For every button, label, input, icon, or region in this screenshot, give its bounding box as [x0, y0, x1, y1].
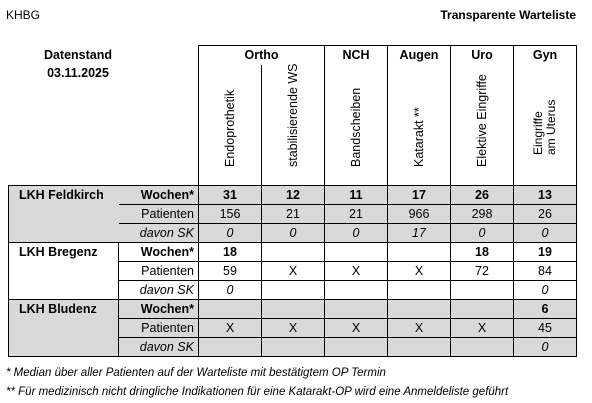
group-ortho: Ortho: [198, 45, 325, 65]
col-bandscheiben: Bandscheiben: [324, 64, 388, 185]
cell: [324, 242, 388, 262]
cell: 156: [198, 204, 262, 224]
page-title: Transparente Warteliste: [440, 8, 576, 22]
cell: X: [198, 318, 262, 338]
cell: [198, 337, 262, 357]
metric-patienten: Patienten: [118, 204, 199, 224]
header-blank: [9, 46, 199, 186]
cell: X: [450, 318, 514, 338]
cell: 13: [513, 184, 577, 205]
cell: [387, 280, 451, 300]
metric-wochen: Wochen*: [118, 299, 199, 319]
footnote-katarakt: ** Für medizinisch nicht dringliche Indi…: [6, 386, 509, 398]
group-gyn: Gyn: [513, 45, 577, 65]
cell: 31: [198, 184, 262, 205]
data-date-label: Datenstand: [43, 48, 113, 62]
cell: X: [261, 261, 325, 281]
group-augen: Augen: [387, 45, 451, 65]
cell: 0: [324, 223, 388, 243]
data-date-block: Datenstand 03.11.2025: [20, 46, 136, 82]
cell: [261, 299, 325, 319]
metric-davon-sk: davon SK: [118, 280, 199, 300]
footnote-median: * Median über aller Patienten auf der Wa…: [6, 367, 386, 379]
hospital-bregenz: LKH Bregenz: [8, 242, 119, 300]
cell: [387, 299, 451, 319]
metric-wochen: Wochen*: [118, 184, 199, 205]
cell: 0: [450, 223, 514, 243]
cell: 0: [513, 280, 577, 300]
metric-wochen: Wochen*: [118, 242, 199, 262]
cell: [387, 242, 451, 262]
organization-label: KHBG: [6, 8, 41, 22]
col-endoprothetik: Endoprothetik: [198, 64, 262, 185]
hospital-bludenz: LKH Bludenz: [8, 299, 119, 357]
group-nch: NCH: [324, 45, 388, 65]
metric-patienten: Patienten: [118, 261, 199, 281]
group-uro: Uro: [450, 45, 514, 65]
cell: [450, 280, 514, 300]
cell: [261, 242, 325, 262]
cell: X: [324, 261, 388, 281]
cell: 26: [450, 184, 514, 205]
cell: [198, 299, 262, 319]
cell: [450, 337, 514, 357]
hospital-feldkirch: LKH Feldkirch: [8, 184, 119, 243]
data-date-value: 03.11.2025: [47, 66, 109, 80]
col-stabilisierende-ws: stabilisierende WS: [261, 63, 325, 185]
metric-patienten: Patienten: [118, 318, 199, 338]
col-katarakt: Katarakt **: [387, 64, 451, 185]
cell: X: [387, 261, 451, 281]
cell: 21: [324, 204, 388, 224]
cell: [261, 337, 325, 357]
cell: 298: [450, 204, 514, 224]
cell: 21: [261, 204, 325, 224]
cell: 72: [450, 261, 514, 281]
cell: [324, 299, 388, 319]
cell: 0: [198, 223, 262, 243]
cell: X: [387, 318, 451, 338]
cell: 17: [387, 184, 451, 205]
cell: X: [324, 318, 388, 338]
cell: 0: [513, 337, 577, 357]
cell: 0: [513, 223, 577, 243]
metric-davon-sk: davon SK: [118, 223, 199, 243]
cell: 26: [513, 204, 577, 224]
cell: 17: [387, 223, 451, 243]
cell: 45: [513, 318, 577, 338]
cell: [324, 280, 388, 300]
cell: X: [261, 318, 325, 338]
cell: 18: [450, 242, 514, 262]
cell: [324, 337, 388, 357]
cell: 6: [513, 299, 577, 319]
cell: 0: [198, 280, 262, 300]
cell: [261, 280, 325, 300]
cell: 966: [387, 204, 451, 224]
col-elektive-eingriffe: Elektive Eingriffe: [450, 64, 514, 185]
col-eingriffe-uterus: Eingriffe am Uterus: [513, 64, 577, 185]
waiting-list-table: Ortho NCH Augen Uro Gyn Endoprothetik st…: [8, 45, 577, 357]
cell: 18: [198, 242, 262, 262]
cell: 11: [324, 184, 388, 205]
cell: 59: [198, 261, 262, 281]
cell: 12: [261, 184, 325, 205]
cell: 19: [513, 242, 577, 262]
cell: 84: [513, 261, 577, 281]
metric-davon-sk: davon SK: [118, 337, 199, 357]
cell: 0: [261, 223, 325, 243]
cell: [450, 299, 514, 319]
cell: [387, 337, 451, 357]
